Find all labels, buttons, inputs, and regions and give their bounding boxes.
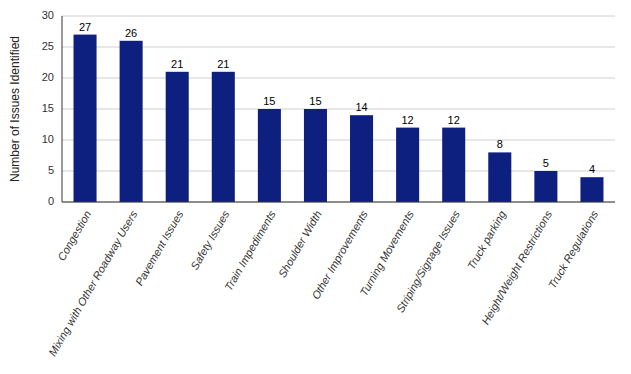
x-tick-label: Congestion <box>55 208 93 262</box>
data-label: 5 <box>543 157 549 169</box>
x-tick-label: Train Impediments <box>222 208 278 293</box>
chart-svg: 0 5 10 15 20 25 30 27 26 21 21 15 15 14 12 12 8 5 4 Congest… <box>0 0 631 374</box>
bar <box>442 128 465 202</box>
y-tick-label: 15 <box>42 102 54 114</box>
x-tick-label: Truck Regulations <box>546 208 601 290</box>
y-tick-label: 10 <box>42 133 54 145</box>
x-tick-label: Shoulder Width <box>276 208 324 279</box>
x-tick-label: Height/Weight Restrictions <box>479 208 554 327</box>
y-axis-line <box>62 16 63 202</box>
grid-line <box>62 202 615 203</box>
bar <box>120 41 143 202</box>
grid-line <box>62 109 615 110</box>
x-tick-label: Striping/Signage Issues <box>394 208 462 315</box>
data-label: 12 <box>448 114 460 126</box>
y-grid <box>62 16 615 202</box>
y-tick-label: 25 <box>42 40 54 52</box>
grid-line <box>62 140 615 141</box>
bar <box>258 109 281 202</box>
x-axis-line <box>62 202 615 203</box>
y-axis-label: Number of Issues Identified <box>8 36 22 182</box>
bar <box>534 171 557 202</box>
bar <box>212 72 235 202</box>
bar <box>350 115 373 202</box>
bars <box>74 35 604 202</box>
x-tick-label: Pavement Issues <box>133 208 186 288</box>
bar <box>74 35 97 202</box>
data-label: 8 <box>497 138 503 150</box>
data-label: 21 <box>217 58 229 70</box>
grid-line <box>62 171 615 172</box>
y-tick-label: 5 <box>48 164 54 176</box>
bar <box>166 72 189 202</box>
bar <box>580 177 603 202</box>
data-label: 14 <box>355 101 367 113</box>
bar <box>396 128 419 202</box>
bar <box>488 152 511 202</box>
bar <box>304 109 327 202</box>
data-labels: 27 26 21 21 15 15 14 12 12 8 5 4 <box>79 21 595 176</box>
y-tick-label: 0 <box>48 195 54 207</box>
grid-line <box>62 78 615 79</box>
x-tick-label: Mixing with Other Roadway Users <box>46 208 139 358</box>
data-label: 12 <box>402 114 414 126</box>
x-tick-labels: CongestionMixing with Other Roadway User… <box>46 208 600 358</box>
data-label: 15 <box>263 95 275 107</box>
data-label: 26 <box>125 27 137 39</box>
x-tick-label: Truck parking <box>465 208 509 272</box>
x-tick-label: Safety Issues <box>188 208 232 272</box>
y-tick-label: 20 <box>42 71 54 83</box>
grid-line <box>62 47 615 48</box>
y-ticks: 0 5 10 15 20 25 30 <box>42 9 54 207</box>
data-label: 4 <box>589 163 595 175</box>
grid-line <box>62 16 615 17</box>
data-label: 21 <box>171 58 183 70</box>
data-label: 27 <box>79 21 91 33</box>
chart-container: 0 5 10 15 20 25 30 27 26 21 21 15 15 14 12 12 8 5 4 Congest… <box>0 0 631 374</box>
data-label: 15 <box>309 95 321 107</box>
y-tick-label: 30 <box>42 9 54 21</box>
